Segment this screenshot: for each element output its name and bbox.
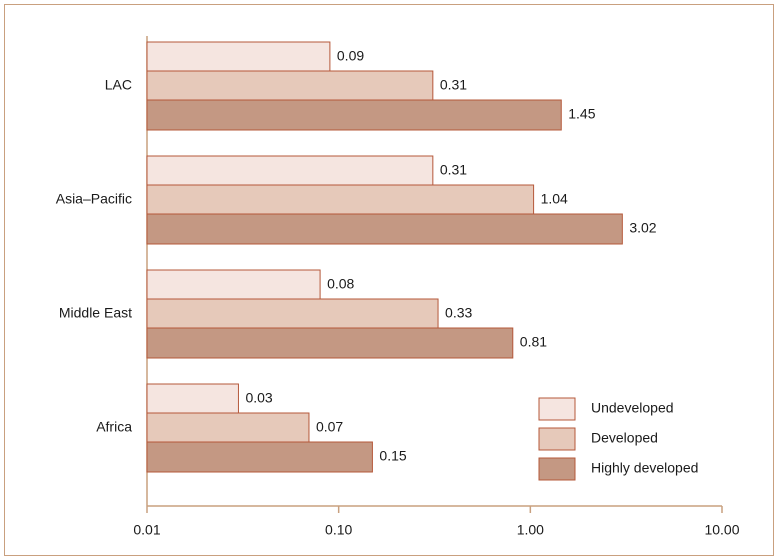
bar-value-label: 0.31 [440, 77, 467, 93]
category-label: Asia–Pacific [56, 191, 132, 207]
bar [146, 213, 623, 245]
bar-value-label: 3.02 [629, 220, 656, 236]
legend-label: Undeveloped [591, 400, 674, 416]
bar-value-label: 0.81 [520, 334, 547, 350]
chart-frame [4, 4, 774, 556]
category-label: Africa [96, 419, 132, 435]
legend-swatch [538, 457, 576, 481]
bar-value-label: 1.45 [568, 106, 595, 122]
category-label: LAC [105, 77, 132, 93]
bar [146, 184, 535, 216]
legend-label: Developed [591, 430, 658, 446]
bar-value-label: 0.33 [445, 305, 472, 321]
bar-value-label: 0.08 [327, 276, 354, 292]
bar-value-label: 0.03 [245, 390, 272, 406]
bar [146, 155, 434, 187]
bar [146, 441, 373, 473]
bar-value-label: 0.31 [440, 162, 467, 178]
bar [146, 327, 514, 359]
bar-value-label: 0.07 [316, 419, 343, 435]
bar [146, 383, 239, 415]
bar [146, 99, 562, 131]
bar [146, 412, 310, 444]
x-tick-label: 1.00 [517, 522, 544, 538]
x-tick-label: 0.01 [133, 522, 160, 538]
bar [146, 269, 321, 301]
bar-value-label: 0.09 [337, 48, 364, 64]
bar [146, 298, 439, 330]
x-tick-label: 0.10 [325, 522, 352, 538]
bar-value-label: 0.15 [379, 448, 406, 464]
bar [146, 41, 331, 73]
x-tick-label: 10.00 [704, 522, 739, 538]
legend-label: Highly developed [591, 460, 698, 476]
bar [146, 70, 434, 102]
legend-swatch [538, 427, 576, 451]
category-label: Middle East [59, 305, 132, 321]
bar-value-label: 1.04 [541, 191, 568, 207]
legend-swatch [538, 397, 576, 421]
